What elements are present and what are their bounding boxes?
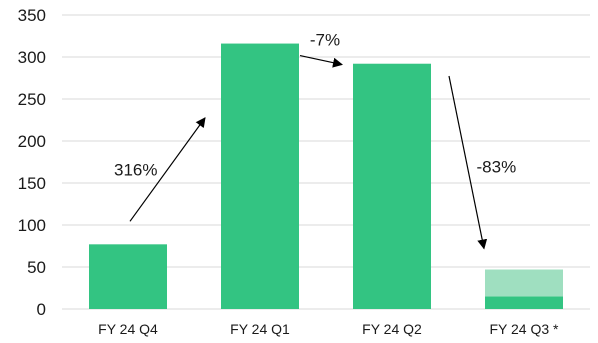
growth-arrow — [129, 117, 206, 222]
growth-label: -83% — [477, 157, 517, 176]
growth-arrow — [299, 54, 343, 68]
y-tick-label: 250 — [18, 90, 46, 109]
growth-arrow — [448, 75, 488, 250]
y-tick-label: 350 — [18, 6, 46, 25]
y-tick-label: 300 — [18, 48, 46, 67]
x-axis-ticks: FY 24 Q4 FY 24 Q1 FY 24 Q2 FY 24 Q3 * — [98, 321, 559, 337]
x-tick-label: FY 24 Q2 — [362, 321, 422, 337]
bar-fy-24-q2-segment-1 — [353, 63, 431, 309]
y-tick-label: 0 — [37, 300, 46, 319]
y-axis-ticks: 0 50 100 150 200 250 300 350 — [18, 6, 46, 319]
growth-label: -7% — [310, 31, 340, 50]
x-tick-label: FY 24 Q3 * — [489, 321, 559, 337]
y-tick-label: 200 — [18, 132, 46, 151]
bars — [89, 43, 563, 310]
growth-label: 316% — [114, 161, 157, 180]
y-tick-label: 50 — [27, 258, 46, 277]
x-tick-label: FY 24 Q1 — [230, 321, 290, 337]
growth-annotations: 316% -7% -83% — [114, 31, 517, 250]
bar-fy-24-q1-segment-1 — [221, 43, 299, 310]
bar-fy-24-q4-segment-1 — [89, 244, 167, 309]
y-tick-label: 100 — [18, 216, 46, 235]
x-tick-label: FY 24 Q4 — [98, 321, 158, 337]
y-tick-label: 150 — [18, 174, 46, 193]
bar-fy-24-q3-segment-1 — [485, 296, 563, 309]
bar-fy-24-q3-segment-2 — [485, 269, 563, 297]
